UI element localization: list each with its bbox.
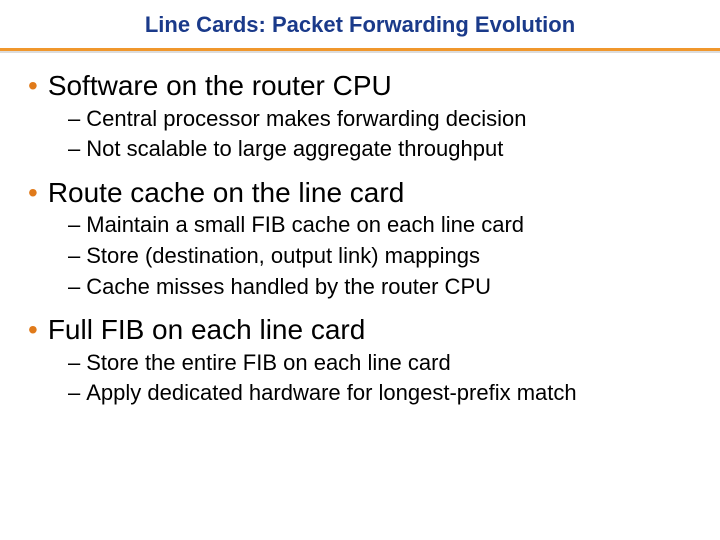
sub-text: Apply dedicated hardware for longest-pre… [86, 379, 576, 408]
sub-item: – Store the entire FIB on each line card [68, 349, 700, 378]
sub-marker: – [68, 273, 80, 302]
sub-item: – Apply dedicated hardware for longest-p… [68, 379, 700, 408]
sub-item: – Cache misses handled by the router CPU [68, 273, 700, 302]
sub-item: – Not scalable to large aggregate throug… [68, 135, 700, 164]
sub-marker: – [68, 379, 80, 408]
divider [0, 48, 720, 55]
bullet-marker: • [28, 313, 38, 347]
sub-item: – Central processor makes forwarding dec… [68, 105, 700, 134]
sub-item: – Maintain a small FIB cache on each lin… [68, 211, 700, 240]
sub-text: Not scalable to large aggregate throughp… [86, 135, 503, 164]
bullet-marker: • [28, 176, 38, 210]
bullet-marker: • [28, 69, 38, 103]
sub-marker: – [68, 349, 80, 378]
title-area: Line Cards: Packet Forwarding Evolution [0, 0, 720, 44]
bullet-item: • Software on the router CPU [20, 69, 700, 103]
content-area: • Software on the router CPU – Central p… [0, 55, 720, 408]
sub-text: Central processor makes forwarding decis… [86, 105, 526, 134]
sub-marker: – [68, 105, 80, 134]
bullet-text: Route cache on the line card [48, 176, 404, 210]
sub-text: Maintain a small FIB cache on each line … [86, 211, 524, 240]
bullet-item: • Route cache on the line card [20, 176, 700, 210]
sub-marker: – [68, 242, 80, 271]
slide-title: Line Cards: Packet Forwarding Evolution [0, 12, 720, 38]
sub-item: – Store (destination, output link) mappi… [68, 242, 700, 271]
sub-marker: – [68, 211, 80, 240]
sub-text: Store (destination, output link) mapping… [86, 242, 480, 271]
bullet-text: Software on the router CPU [48, 69, 392, 103]
bullet-item: • Full FIB on each line card [20, 313, 700, 347]
sub-text: Store the entire FIB on each line card [86, 349, 450, 378]
sub-marker: – [68, 135, 80, 164]
divider-shadow-line [0, 51, 720, 53]
sub-text: Cache misses handled by the router CPU [86, 273, 491, 302]
bullet-text: Full FIB on each line card [48, 313, 366, 347]
